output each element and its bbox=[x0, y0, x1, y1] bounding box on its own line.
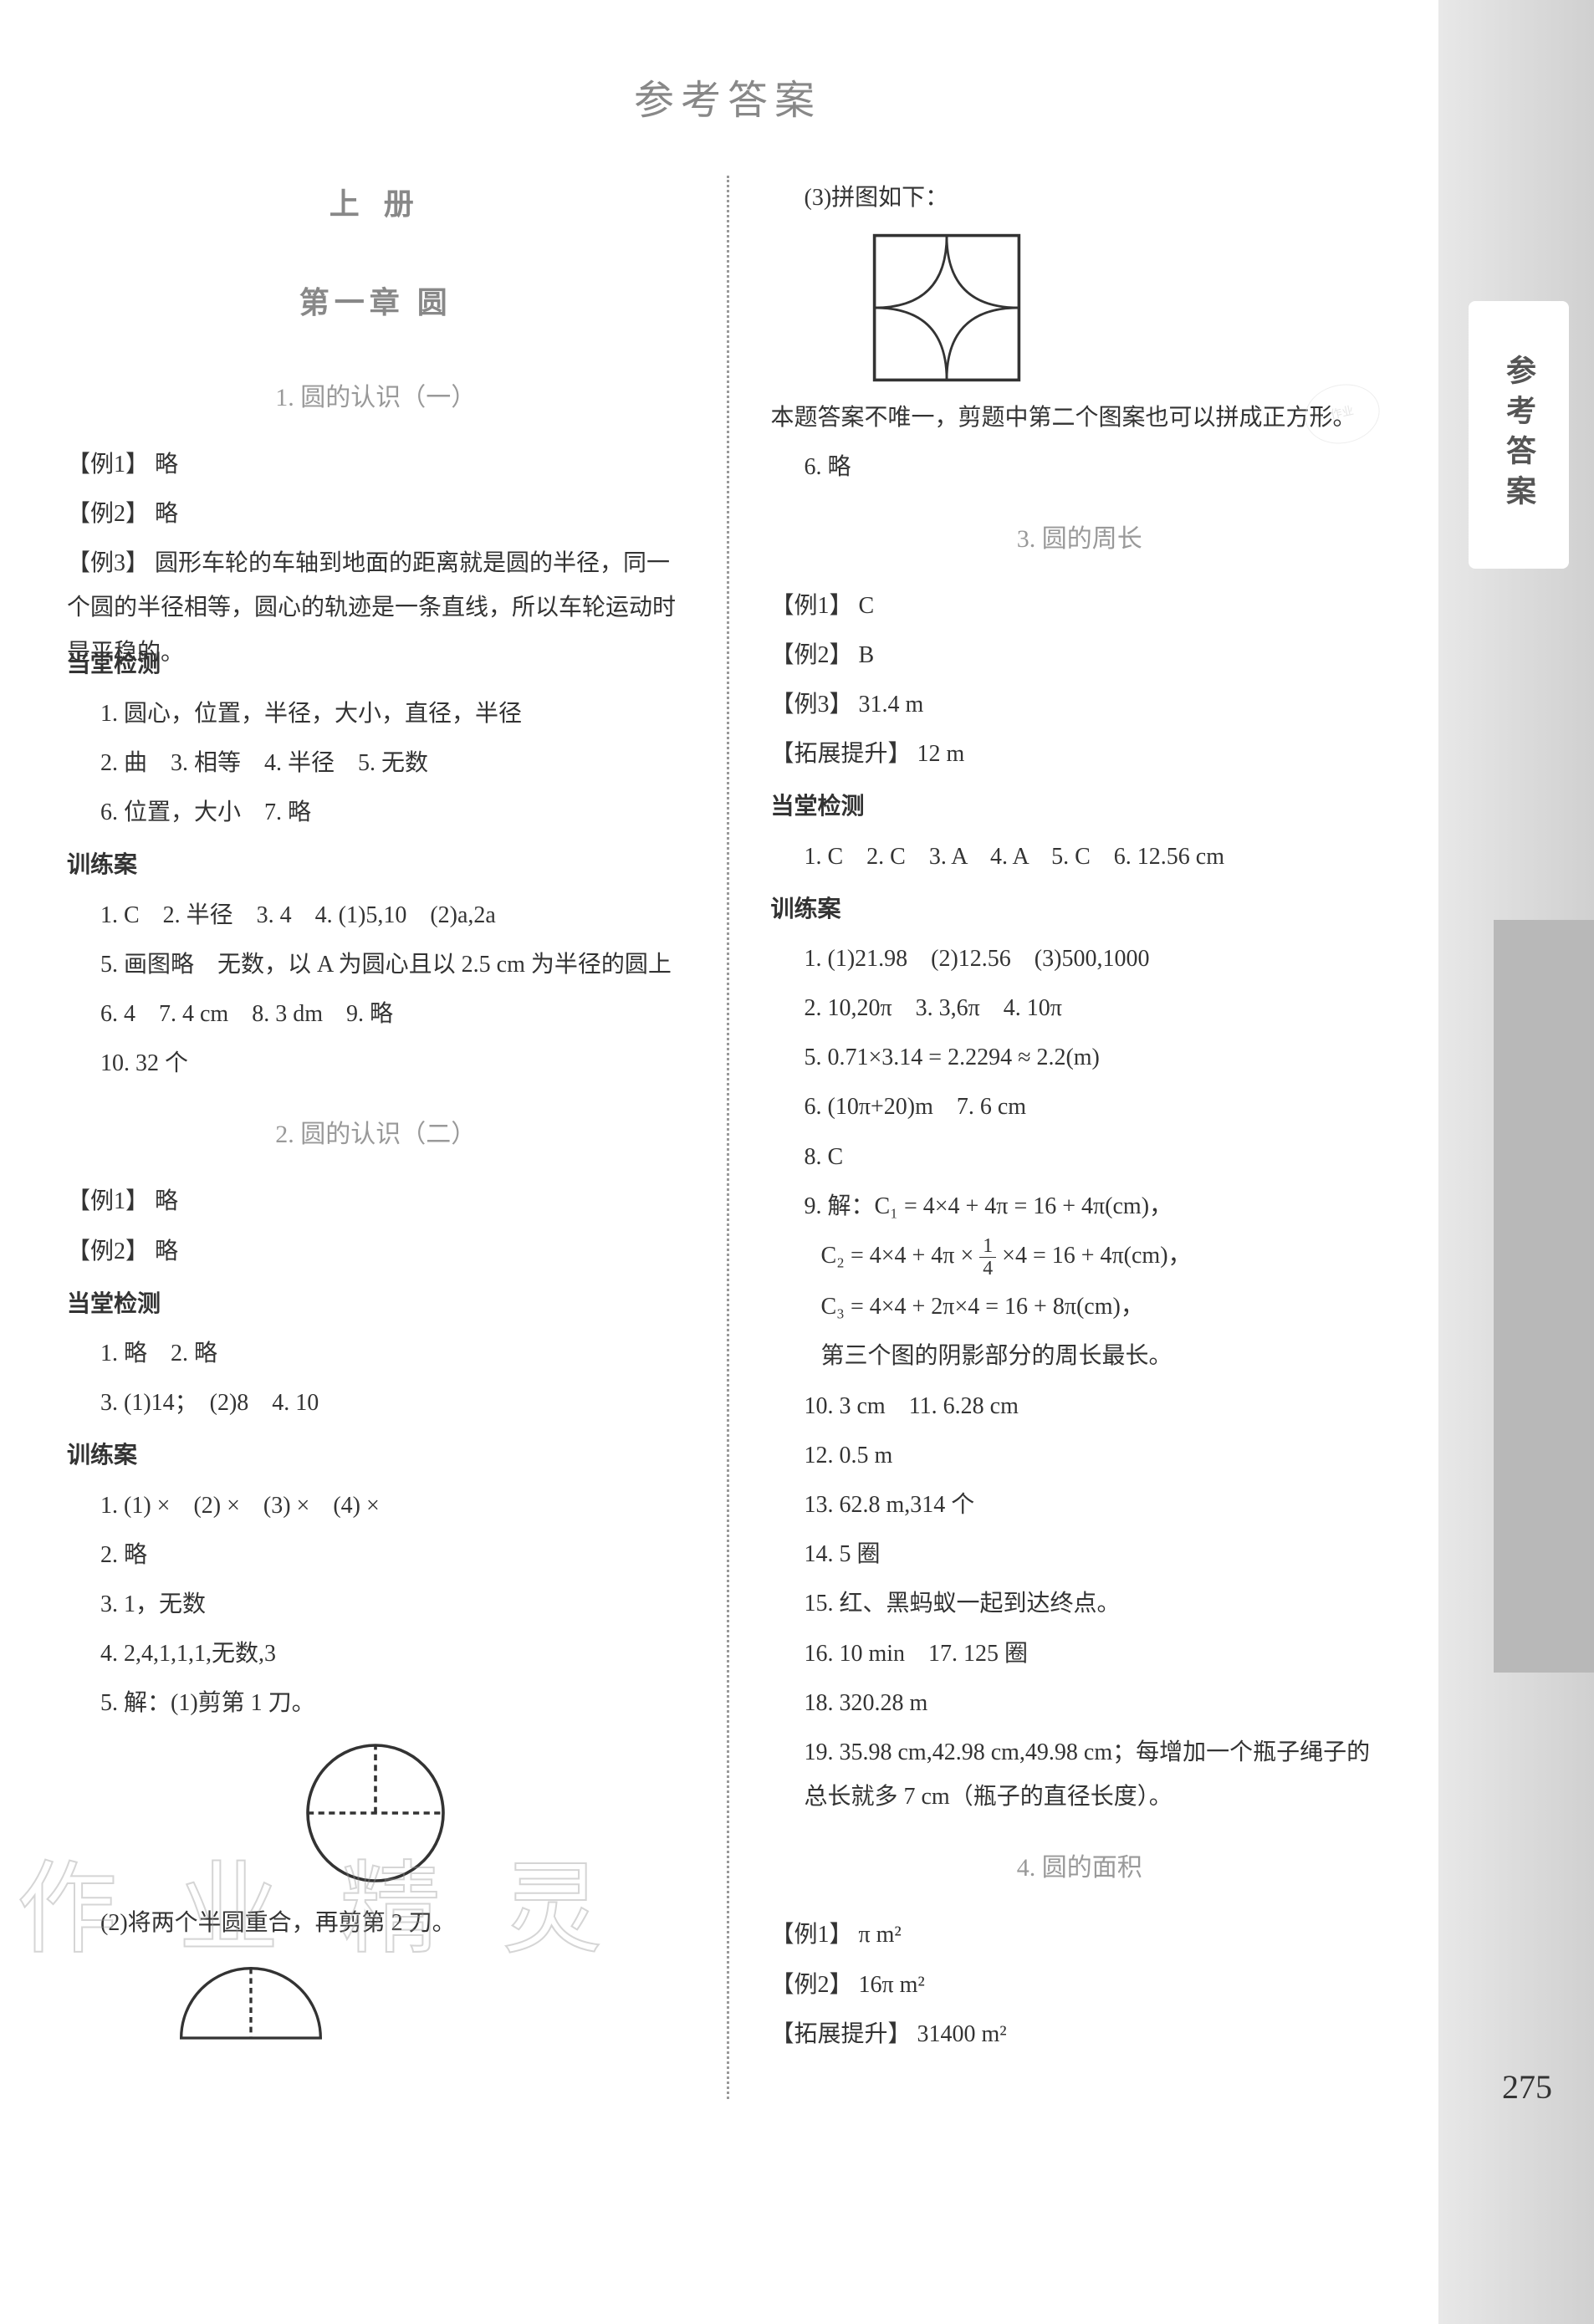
sec3-ex2: 【例2】 B bbox=[771, 633, 1389, 677]
sec3-t1: 1. (1)21.98 (2)12.56 (3)500,1000 bbox=[771, 937, 1389, 981]
right-column: (3)拼图如下： 本题答案不唯一，剪题中第二个图案也可以拼成正方形。 6. 略 … bbox=[754, 176, 1389, 2099]
sec3-t6a: 9. 解：C₁ = 4×4 + 4π = 16 + 4π(cm)， bbox=[771, 1184, 1389, 1228]
r2: 本题答案不唯一，剪题中第二个图案也可以拼成正方形。 bbox=[771, 396, 1389, 440]
sec2-t6: (2)将两个半圆重合，再剪第 2 刀。 bbox=[67, 1901, 685, 1945]
main-title: 参考答案 bbox=[67, 67, 1388, 125]
chapter-title: 第一章 圆 bbox=[67, 274, 685, 331]
sec3-t13: 18. 320.28 m bbox=[771, 1681, 1389, 1725]
sec3-t2: 2. 10,20π 3. 3,6π 4. 10π bbox=[771, 986, 1389, 1030]
sec1-ex1: 【例1】 略 bbox=[67, 442, 685, 487]
sec1-c3: 6. 位置，大小 7. 略 bbox=[67, 790, 685, 835]
sec3-t10: 14. 5 圈 bbox=[771, 1532, 1389, 1576]
sec2-t4: 4. 2,4,1,1,1,无数,3 bbox=[67, 1632, 685, 1676]
content-area: 作业 上 册 第一章 圆 1. 圆的认识（一） 【例1】 略 【例2】 略 【例… bbox=[67, 176, 1388, 2099]
r1: (3)拼图如下： bbox=[771, 176, 1389, 220]
sec1-train-heading: 训练案 bbox=[67, 843, 685, 887]
circle-cut-diagram bbox=[300, 1738, 451, 1888]
sec1-t2: 5. 画图略 无数，以 A 为圆心且以 2.5 cm 为半径的圆上 bbox=[67, 942, 685, 987]
semicircle-diagram bbox=[167, 1954, 335, 2055]
sec2-ex2: 【例2】 略 bbox=[67, 1229, 685, 1274]
sec3-ext: 【拓展提升】 12 m bbox=[771, 732, 1389, 776]
sec3-t8: 12. 0.5 m bbox=[771, 1433, 1389, 1478]
volume-title: 上 册 bbox=[67, 176, 685, 232]
column-divider bbox=[727, 176, 729, 2099]
sec2-t2: 2. 略 bbox=[67, 1533, 685, 1577]
square-arc-diagram bbox=[871, 232, 1022, 383]
page-container: 参考答案 作业 上 册 第一章 圆 1. 圆的认识（一） 【例1】 略 【例2】… bbox=[0, 0, 1438, 2324]
sec2-c2: 3. (1)14； (2)8 4. 10 bbox=[67, 1381, 685, 1425]
sec1-ex3-label: 【例3】 bbox=[67, 550, 149, 576]
sec3-c1: 1. C 2. C 3. A 4. A 5. C 6. 12.56 cm bbox=[771, 835, 1389, 879]
r3: 6. 略 bbox=[771, 445, 1389, 489]
sec2-t1: 1. (1) × (2) × (3) × (4) × bbox=[67, 1484, 685, 1528]
sec2-ex1: 【例1】 略 bbox=[67, 1179, 685, 1223]
sec3-ex3: 【例3】 31.4 m bbox=[771, 682, 1389, 727]
sec3-t9: 13. 62.8 m,314 个 bbox=[771, 1483, 1389, 1527]
sec2-train-heading: 训练案 bbox=[67, 1433, 685, 1478]
sec1-check-heading: 当堂检测 bbox=[67, 642, 685, 687]
sec3-t7: 10. 3 cm 11. 6.28 cm bbox=[771, 1384, 1389, 1428]
fraction-1-4: 14 bbox=[979, 1235, 996, 1279]
section-3-title: 3. 圆的周长 bbox=[771, 515, 1389, 563]
sec3-t3: 5. 0.71×3.14 = 2.2294 ≈ 2.2(m) bbox=[771, 1035, 1389, 1080]
sec4-ex2: 【例2】 16π m² bbox=[771, 1963, 1389, 2007]
sec1-t4: 10. 32 个 bbox=[67, 1041, 685, 1085]
sec3-t5: 8. C bbox=[771, 1135, 1389, 1179]
side-gray-dark bbox=[1494, 920, 1594, 1673]
sec2-c1: 1. 略 2. 略 bbox=[67, 1331, 685, 1376]
section-2-title: 2. 圆的认识（二） bbox=[67, 1111, 685, 1158]
sec3-t6b-post: ×4 = 16 + 4π(cm)， bbox=[996, 1243, 1191, 1269]
sec3-t12: 16. 10 min 17. 125 圈 bbox=[771, 1632, 1389, 1676]
sec3-ex1: 【例1】 C bbox=[771, 584, 1389, 628]
sec3-check-heading: 当堂检测 bbox=[771, 784, 1389, 829]
sec1-t1: 1. C 2. 半径 3. 4 4. (1)5,10 (2)a,2a bbox=[67, 893, 685, 937]
sec3-t14: 19. 35.98 cm,42.98 cm,49.98 cm；每增加一个瓶子绳子… bbox=[771, 1730, 1389, 1819]
side-tab: 参考答案 bbox=[1469, 301, 1569, 569]
page-number: 275 bbox=[1502, 2067, 1552, 2107]
sec3-train-heading: 训练案 bbox=[771, 887, 1389, 932]
section-4-title: 4. 圆的面积 bbox=[771, 1844, 1389, 1892]
sec1-t3: 6. 4 7. 4 cm 8. 3 dm 9. 略 bbox=[67, 992, 685, 1036]
left-column: 作业 上 册 第一章 圆 1. 圆的认识（一） 【例1】 略 【例2】 略 【例… bbox=[67, 176, 702, 2099]
sec1-ex2: 【例2】 略 bbox=[67, 492, 685, 536]
sec2-check-heading: 当堂检测 bbox=[67, 1282, 685, 1326]
sec4-ext: 【拓展提升】 31400 m² bbox=[771, 2012, 1389, 2056]
sec1-c1: 1. 圆心，位置，半径，大小，直径，半径 bbox=[67, 692, 685, 736]
sec4-ex1: 【例1】 π m² bbox=[771, 1913, 1389, 1957]
sec3-t6b: C₂ = 4×4 + 4π × 14 ×4 = 16 + 4π(cm)， bbox=[771, 1234, 1389, 1279]
sec3-t6c: C₃ = 4×4 + 2π×4 = 16 + 8π(cm)， bbox=[771, 1285, 1389, 1329]
sec3-t6b-pre: C₂ = 4×4 + 4π × bbox=[821, 1243, 980, 1269]
sec3-t4: 6. (10π+20)m 7. 6 cm bbox=[771, 1085, 1389, 1129]
sec1-c2: 2. 曲 3. 相等 4. 半径 5. 无数 bbox=[67, 741, 685, 785]
sec3-t6d: 第三个图的阴影部分的周长最长。 bbox=[771, 1334, 1389, 1378]
sec2-t3: 3. 1，无数 bbox=[67, 1582, 685, 1627]
sec3-t11: 15. 红、黑蚂蚁一起到达终点。 bbox=[771, 1581, 1389, 1626]
sec2-t5: 5. 解：(1)剪第 1 刀。 bbox=[67, 1681, 685, 1725]
section-1-title: 1. 圆的认识（一） bbox=[67, 374, 685, 421]
